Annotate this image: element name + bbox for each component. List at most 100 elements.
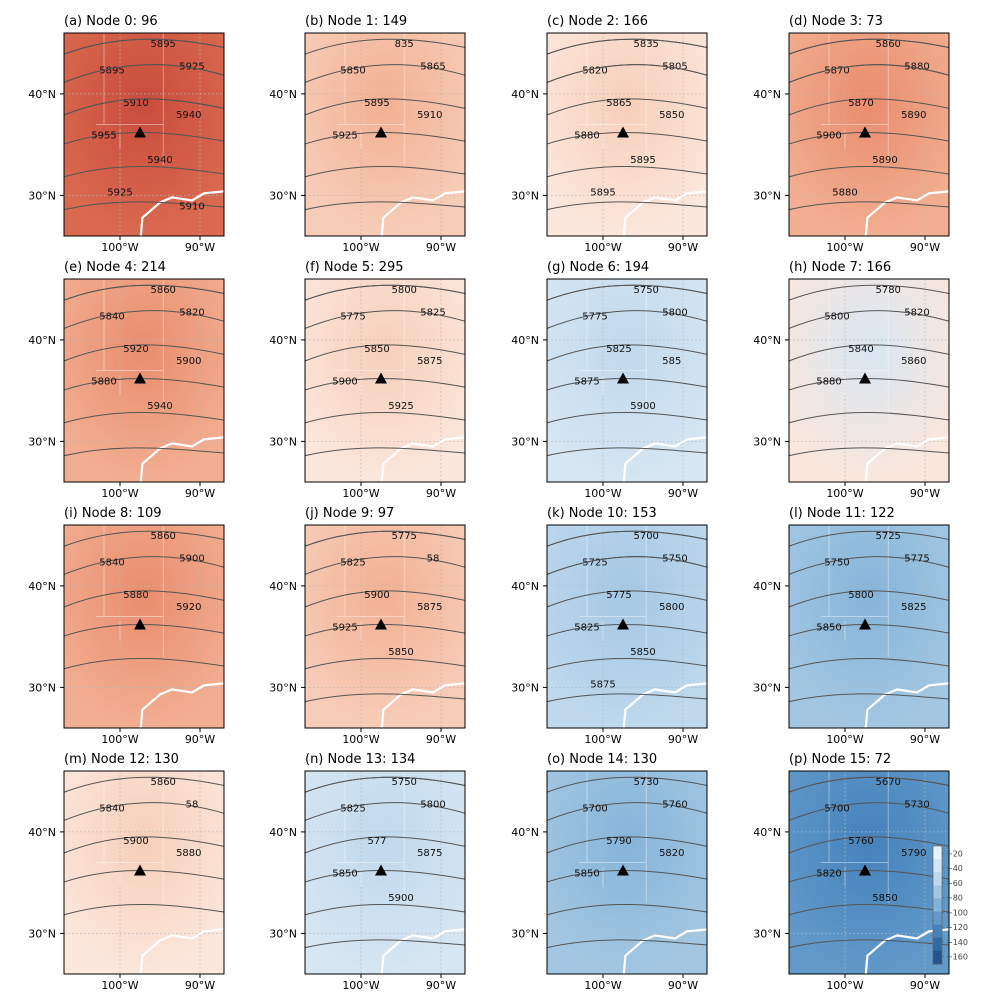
height-contour [305, 590, 465, 608]
lat-tick-label: 30°N [511, 681, 539, 694]
lat-tick-label: 40°N [511, 826, 539, 839]
station-marker [134, 372, 146, 384]
contour-label: 5825 [574, 623, 599, 634]
contour-label: 577 [367, 836, 386, 847]
contour-label: 5775 [904, 553, 929, 564]
lat-tick-label: 40°N [511, 334, 539, 347]
contour-label: 5895 [630, 155, 655, 166]
station-marker [617, 618, 629, 630]
contour-label: 5860 [150, 777, 175, 788]
contour-label: 5880 [832, 187, 857, 198]
contour-label: 5870 [848, 98, 873, 109]
contour-label: 5800 [391, 285, 416, 296]
coastline [622, 190, 707, 236]
lat-tick-label: 40°N [269, 580, 297, 593]
panel-frame [63, 32, 225, 237]
contour-label: 5890 [872, 155, 897, 166]
contour-label: 5875 [417, 848, 442, 859]
height-contour [547, 98, 707, 116]
contour-label: 5850 [872, 893, 897, 904]
height-contour [305, 802, 465, 822]
lon-tick-label: 90°W [910, 979, 940, 992]
contour-label: 5820 [582, 66, 607, 77]
map-panel: (o) Node 14: 130 5730 5700 5760 5790 5820 5850… [511, 752, 708, 992]
lon-tick-label: 90°W [426, 487, 456, 500]
height-contour [64, 98, 224, 116]
lat-tick-label: 30°N [753, 927, 781, 940]
contour-label: 5880 [91, 377, 116, 388]
height-contour [64, 530, 224, 547]
contour-label: 835 [395, 39, 414, 50]
height-contour [789, 38, 949, 55]
contour-label: 5750 [391, 777, 416, 788]
height-contour [547, 201, 707, 211]
height-contour [305, 284, 465, 301]
contour-label: 58 [186, 799, 199, 810]
contour-label: 5920 [176, 602, 201, 613]
map-panel: (k) Node 10: 153 5700 5725 5750 5775 5800 5825… [511, 506, 708, 746]
height-contour [64, 412, 224, 424]
contour-label: 5850 [659, 110, 684, 121]
station-marker [134, 126, 146, 138]
panel-title: (g) Node 6: 194 [547, 260, 649, 275]
lat-tick-label: 40°N [28, 88, 56, 101]
lon-tick-label: 100°W [584, 979, 621, 992]
contour-label: 5800 [848, 590, 873, 601]
contour-label: 5895 [590, 187, 615, 198]
panel-frame [788, 524, 950, 729]
contour-label: 5875 [590, 679, 615, 690]
lat-tick-label: 40°N [269, 334, 297, 347]
contour-label: 5925 [332, 623, 357, 634]
colorbar-tick-label: −140 [946, 938, 968, 947]
colorbar-tick-label: −80 [946, 894, 963, 903]
panel-frame [788, 278, 950, 483]
station-marker [134, 864, 146, 876]
contour-label: 5900 [332, 377, 357, 388]
station-marker [375, 618, 387, 630]
coastline [380, 190, 465, 236]
station-marker [859, 618, 871, 630]
lon-tick-label: 90°W [910, 733, 940, 746]
station-marker [134, 618, 146, 630]
panel-frame [304, 32, 466, 237]
contour-label: 5870 [824, 66, 849, 77]
height-contour [64, 658, 224, 670]
height-contour [64, 64, 224, 84]
lat-tick-label: 30°N [28, 681, 56, 694]
contour-label: 5820 [659, 848, 684, 859]
lon-tick-label: 90°W [426, 979, 456, 992]
colorbar-tick-label: −120 [946, 923, 968, 932]
lon-tick-label: 100°W [826, 733, 863, 746]
height-contour [547, 447, 707, 457]
contour-label: 5910 [123, 98, 148, 109]
height-contour [64, 836, 224, 854]
contour-label: 5940 [176, 110, 201, 121]
contour-label: 5725 [875, 531, 900, 542]
height-contour [305, 98, 465, 116]
contour-label: 5860 [875, 39, 900, 50]
contour-label: 5900 [630, 401, 655, 412]
lon-tick-label: 90°W [910, 241, 940, 254]
colorbar-segment [933, 950, 942, 965]
map-panel: (i) Node 8: 109 5860 5840 5900 5880 5920 40°N 3… [28, 506, 225, 746]
map-panel: (a) Node 0: 96 5895 5895 5925 5910 5940 5955 59… [28, 14, 225, 254]
contour-label: 5840 [848, 344, 873, 355]
height-contour [789, 412, 949, 424]
height-contour [547, 836, 707, 854]
contour-label: 5730 [904, 799, 929, 810]
contour-label: 5825 [340, 558, 365, 569]
coastline [864, 928, 949, 974]
colorbar-tick-label: −40 [946, 864, 963, 873]
colorbar-segment [933, 859, 942, 873]
contour-label: 5780 [875, 285, 900, 296]
contour-label: 5925 [332, 131, 357, 142]
contour-label: 5910 [179, 202, 204, 213]
lon-tick-label: 90°W [668, 487, 698, 500]
contour-label: 5920 [123, 344, 148, 355]
panel-title: (m) Node 12: 130 [64, 752, 179, 767]
lon-tick-label: 100°W [584, 733, 621, 746]
contour-label: 5860 [901, 356, 926, 367]
coastline [139, 190, 224, 236]
colorbar-segment [933, 872, 942, 886]
contour-label: 5700 [582, 804, 607, 815]
